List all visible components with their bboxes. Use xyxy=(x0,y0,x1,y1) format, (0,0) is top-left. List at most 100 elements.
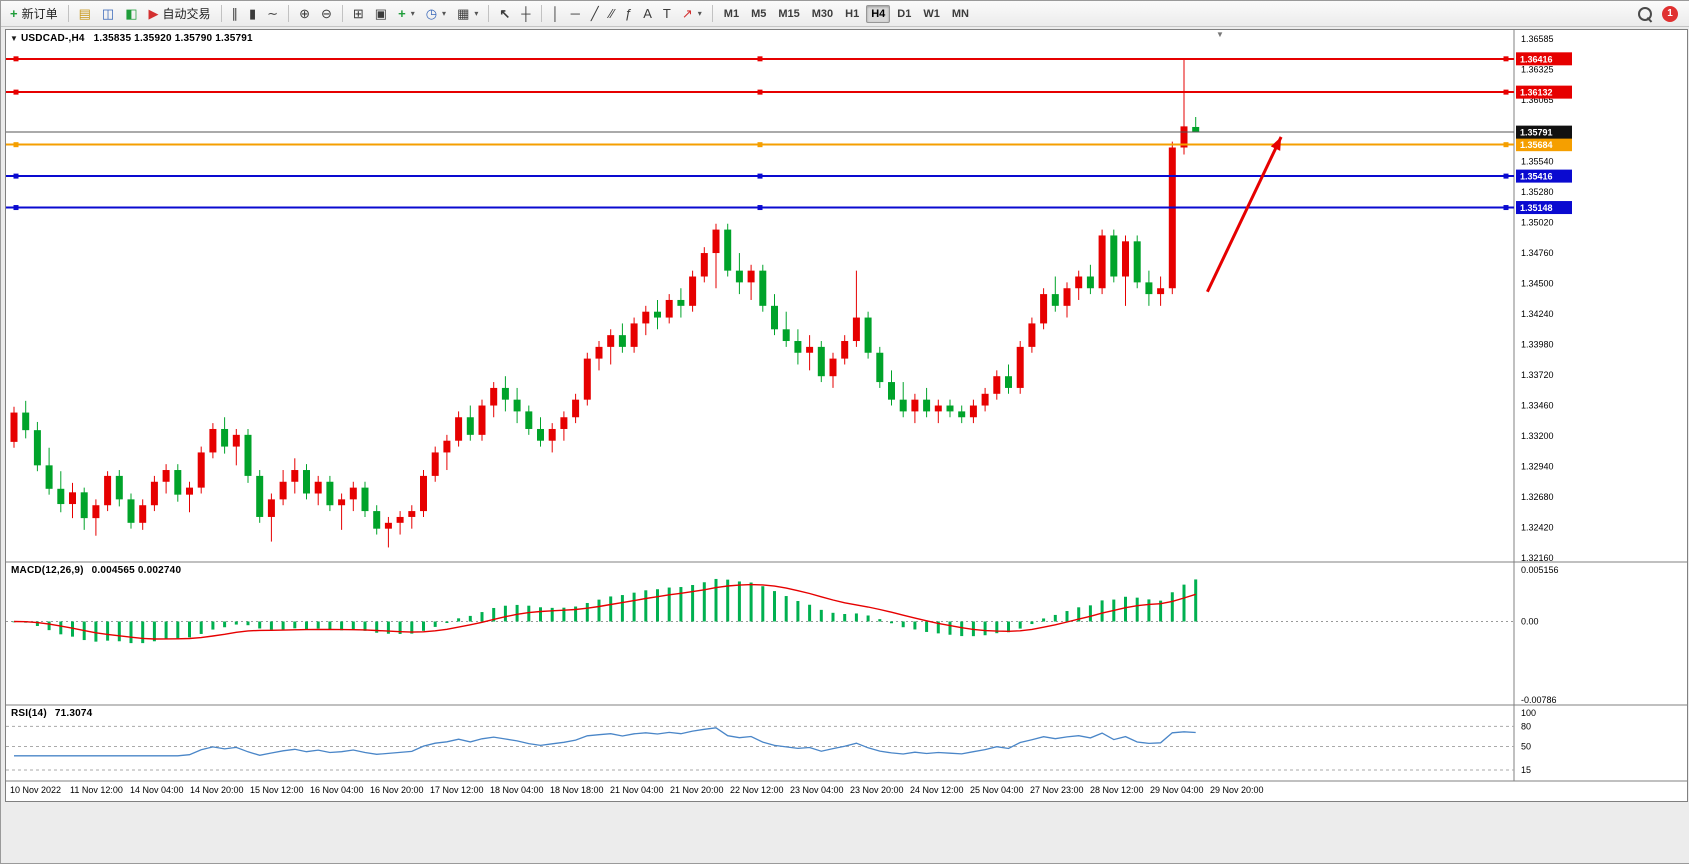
tile-windows-icon: ⊞ xyxy=(352,6,364,21)
svg-text:1.36132: 1.36132 xyxy=(1520,88,1553,98)
templates-icon: ▦ xyxy=(457,6,470,21)
tile-windows-button[interactable]: ⊞ xyxy=(348,2,369,25)
profiles-icon: ◫ xyxy=(101,6,115,21)
timeframe-button-M1[interactable]: M1 xyxy=(723,7,740,20)
svg-text:18 Nov 18:00: 18 Nov 18:00 xyxy=(550,785,604,795)
svg-text:0.00: 0.00 xyxy=(1521,616,1539,626)
arrow-annotation[interactable] xyxy=(1206,136,1283,293)
svg-text:1.33200: 1.33200 xyxy=(1521,431,1554,441)
line-chart-button[interactable]: ∼ xyxy=(262,2,283,25)
toolbar-separator xyxy=(220,5,222,22)
svg-text:50: 50 xyxy=(1521,742,1531,752)
cascade-windows-icon: ▣ xyxy=(374,6,388,21)
rsi-line xyxy=(14,727,1196,757)
data-window-icon: ◧ xyxy=(125,6,138,21)
rsi-header: RSI(14) 71.3074 xyxy=(11,708,92,719)
macd-signal-line xyxy=(13,583,1196,640)
svg-text:100: 100 xyxy=(1521,708,1536,718)
templates-button[interactable]: ▦ ▾ xyxy=(452,2,483,25)
svg-text:17 Nov 12:00: 17 Nov 12:00 xyxy=(430,785,484,795)
timeframe-button-W1[interactable]: W1 xyxy=(923,7,940,20)
text-tool-button[interactable]: A xyxy=(638,2,657,25)
fibonacci-icon: ƒ xyxy=(625,6,633,21)
svg-text:1.32680: 1.32680 xyxy=(1521,492,1554,502)
chevron-down-icon: ▾ xyxy=(442,9,447,18)
svg-text:1.35280: 1.35280 xyxy=(1521,187,1554,197)
chart-header: USDCAD-,H4 1.35835 1.35920 1.35790 1.357… xyxy=(21,33,253,44)
timeframe-button-M15[interactable]: M15 xyxy=(778,7,800,20)
trendline-tool-button[interactable]: ╱ xyxy=(586,2,604,25)
rsi-label: RSI(14) xyxy=(11,708,47,719)
svg-text:1.35020: 1.35020 xyxy=(1521,218,1554,228)
symbol-period-label: USDCAD-,H4 xyxy=(21,33,85,44)
toolbar-separator xyxy=(341,5,343,22)
cascade-windows-button[interactable]: ▣ xyxy=(370,2,392,25)
svg-text:16 Nov 04:00: 16 Nov 04:00 xyxy=(310,785,364,795)
one-click-trading-toggle[interactable]: ▼ xyxy=(10,34,18,43)
zoom-out-button[interactable]: ⊖ xyxy=(316,2,337,25)
horizontal-line-tool-button[interactable]: ─ xyxy=(566,2,585,25)
price-axis[interactable]: 1.36585 1.36325 1.36065 1.35540 1.35280 1.350… xyxy=(1516,34,1572,563)
search-icon[interactable] xyxy=(1638,6,1652,21)
main-toolbar: + 新订单 ▤ ◫ ◧ ▶ 自动交易 ∥ ▮ ∼ ⊕ ⊖ ⊞ ▣ + ▾ ◷ ▾ ▦… xyxy=(1,1,1689,27)
trendline-icon: ╱ xyxy=(590,6,599,21)
svg-text:1.32940: 1.32940 xyxy=(1521,462,1554,472)
arrows-tool-button[interactable]: ↗ ▾ xyxy=(677,2,707,25)
candlestick-chart-button[interactable]: ▮ xyxy=(244,2,261,25)
chart-shift-marker-icon: ▼ xyxy=(1216,30,1224,39)
bar-chart-button[interactable]: ∥ xyxy=(227,2,244,25)
data-window-button[interactable]: ◧ xyxy=(120,2,142,25)
timeframe-button-D1[interactable]: D1 xyxy=(897,7,912,20)
chart-canvas[interactable]: 1.36585 1.36325 1.36065 1.35540 1.35280 1.350… xyxy=(6,30,1687,801)
notification-badge[interactable]: 1 xyxy=(1662,5,1678,22)
indicators-button[interactable]: + ▾ xyxy=(393,2,420,25)
svg-text:1.36325: 1.36325 xyxy=(1521,64,1554,74)
text-label-tool-button[interactable]: T xyxy=(658,2,676,25)
text-icon: A xyxy=(643,6,652,21)
chevron-down-icon: ▾ xyxy=(474,9,479,18)
vertical-line-tool-button[interactable]: │ xyxy=(547,2,565,25)
fibonacci-tool-button[interactable]: ƒ xyxy=(620,2,637,25)
svg-text:1.36585: 1.36585 xyxy=(1521,34,1554,44)
time-axis[interactable]: 10 Nov 2022 11 Nov 12:00 14 Nov 04:00 14 No… xyxy=(10,785,1264,795)
toolbar-separator xyxy=(67,5,69,22)
svg-text:1.35791: 1.35791 xyxy=(1520,128,1553,138)
periods-button[interactable]: ◷ ▾ xyxy=(421,2,451,25)
svg-text:1.35540: 1.35540 xyxy=(1521,157,1554,167)
toolbar-separator xyxy=(288,5,290,22)
new-order-button[interactable]: + 新订单 xyxy=(5,2,63,25)
svg-text:14 Nov 04:00: 14 Nov 04:00 xyxy=(130,785,184,795)
zoom-in-icon: ⊕ xyxy=(299,6,310,21)
indicators-icon: + xyxy=(398,6,406,21)
crosshair-tool-button[interactable]: ┼ xyxy=(516,2,535,25)
macd-panel: 0.005156 0.00 -0.00786 xyxy=(6,565,1559,705)
svg-text:1.32420: 1.32420 xyxy=(1521,523,1554,533)
timeframe-button-M30[interactable]: M30 xyxy=(811,7,834,20)
ohlc-values-label: 1.35835 1.35920 1.35790 1.35791 xyxy=(93,33,253,44)
clock-icon: ◷ xyxy=(425,6,438,21)
macd-label: MACD(12,26,9) xyxy=(11,565,84,576)
timeframe-button-H4[interactable]: H4 xyxy=(866,4,891,23)
svg-text:18 Nov 04:00: 18 Nov 04:00 xyxy=(490,785,544,795)
rsi-panel: 100 80 50 15 xyxy=(6,708,1536,775)
toolbar-right-group: 1 xyxy=(1638,5,1686,22)
timeframe-button-M5[interactable]: M5 xyxy=(751,7,767,20)
timeframe-button-H1[interactable]: H1 xyxy=(845,7,860,20)
bar-chart-icon: ∥ xyxy=(231,6,239,21)
new-chart-button[interactable]: ▤ xyxy=(74,2,96,25)
zoom-in-button[interactable]: ⊕ xyxy=(294,2,315,25)
svg-text:1.33460: 1.33460 xyxy=(1521,401,1554,411)
vertical-line-icon: │ xyxy=(551,6,560,21)
chart-window[interactable]: ▼ ▼ USDCAD-,H4 1.35835 1.35920 1.35790 1… xyxy=(5,29,1688,802)
svg-text:1.36065: 1.36065 xyxy=(1521,95,1554,105)
new-order-icon: + xyxy=(10,6,18,21)
channel-tool-button[interactable]: ∕∕ xyxy=(605,2,619,25)
level-lines[interactable] xyxy=(6,56,1514,211)
svg-text:27 Nov 23:00: 27 Nov 23:00 xyxy=(1030,785,1084,795)
cursor-tool-button[interactable]: ↖ xyxy=(494,2,515,25)
svg-text:22 Nov 12:00: 22 Nov 12:00 xyxy=(730,785,784,795)
autotrading-button[interactable]: ▶ 自动交易 xyxy=(144,2,216,25)
timeframe-button-MN[interactable]: MN xyxy=(951,7,969,20)
profiles-button[interactable]: ◫ xyxy=(97,2,119,25)
